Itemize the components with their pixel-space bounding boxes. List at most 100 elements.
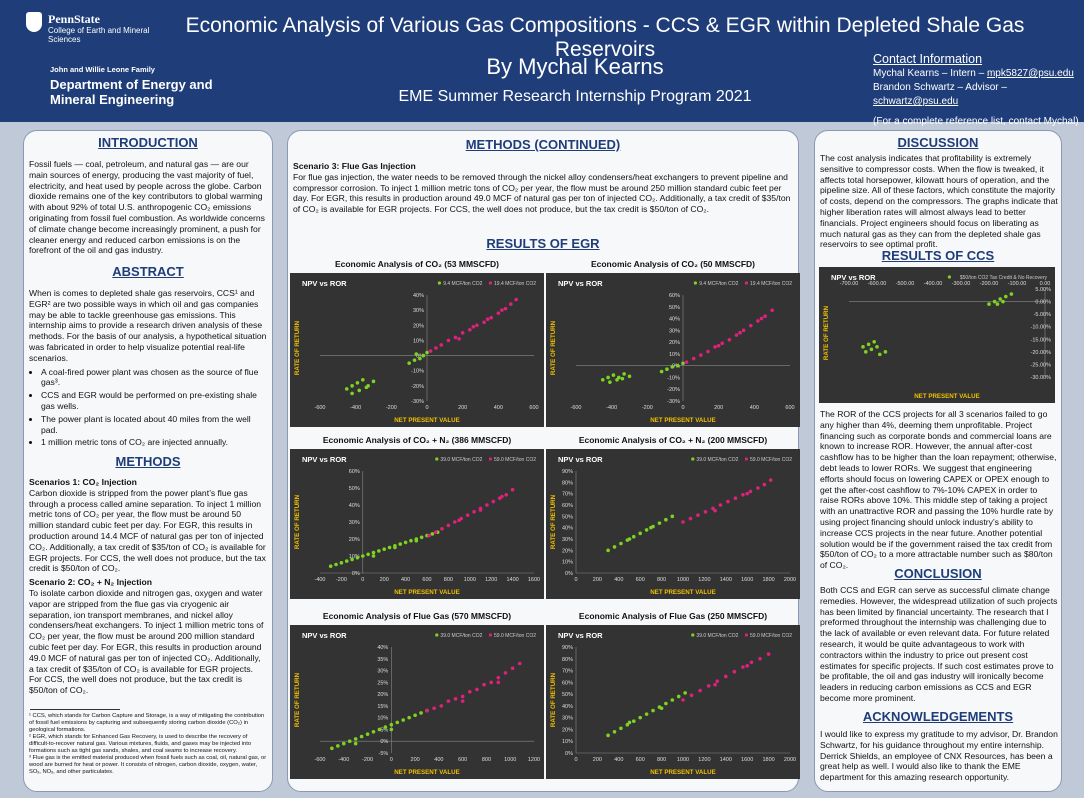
data-point [995,302,1000,306]
data-point [741,493,745,497]
y-axis-label: RATE OF RETURN [294,672,301,727]
x-tick-label: 400 [434,757,443,763]
data-point [715,679,720,683]
y-tick-label: 10% [349,554,360,560]
data-point [861,345,865,349]
egr-chart-1: NPV vs ROR 19.4 MCF/ton CO2 9.4 MCF/ton CO… [290,273,544,427]
data-point [500,308,504,312]
data-point [706,349,710,354]
contact-heading: Contact Information [873,52,983,66]
y-tick-label: 40% [413,293,424,299]
x-tick-label: 400 [401,577,410,583]
data-point [770,308,774,313]
right-column-panel: DISCUSSION The cost analysis indicates t… [814,130,1062,792]
y-tick-label: 20% [349,537,360,543]
data-point [749,660,754,665]
y-tick-label: 60% [349,469,360,475]
data-point [412,358,417,362]
data-point [344,559,349,563]
data-point [336,744,340,748]
data-point [395,720,400,725]
x-tick-label: 2000 [784,577,796,583]
data-point [659,706,664,711]
data-point [478,508,483,512]
x-tick-label: 800 [657,757,666,763]
ccs-chart: NPV vs ROR $50/ton CO2 Tax Credit & No Re… [819,267,1055,403]
data-point [713,508,717,513]
egr-chart-6: NPV vs ROR 59.0 MCF/ton CO2 39.0 MCF/ton C… [546,625,800,779]
data-point [606,375,610,380]
x-tick-label: 200 [411,757,420,763]
y-tick-label: 10% [377,716,388,722]
data-point [720,341,725,346]
legend-marker [488,633,492,637]
y-tick-label: 0% [380,739,388,745]
y-tick-label: 0.00% [1035,300,1051,306]
data-point [651,708,655,713]
footnote-3: ³ Flue gas is the emitted material produ… [29,755,267,775]
y-tick-label: -10.00% [1031,325,1052,331]
data-point [699,353,703,357]
data-point [419,535,424,540]
acknowledgements-text: I would like to express my gratitude to … [820,729,1058,783]
data-point [611,373,616,377]
intern-email-link[interactable]: mpk5827@psu.edu [986,68,1074,79]
y-tick-label: 50% [562,692,573,698]
chart-2-title: Economic Analysis of CO₂ (50 MMSCFD) [590,259,756,269]
contact-intern: Mychal Kearns – Intern – [873,68,987,79]
legend-marker [744,633,748,637]
data-point [366,552,370,557]
y-tick-label: 50% [349,486,360,492]
chart-6-title: Economic Analysis of Flue Gas (250 MMSCF… [578,611,768,621]
y-tick-label: 40% [669,317,680,323]
scenario1-title: Scenarios 1: CO₂ Injection [29,477,137,487]
x-tick-label: 600 [785,405,794,411]
x-tick-label: 0 [681,405,684,411]
x-axis-label: NET PRESENT VALUE [394,417,460,424]
data-point [664,701,668,706]
advisor-email-link[interactable]: schwartz@psu.edu [873,96,959,107]
x-tick-label: 1000 [504,757,516,763]
y-tick-label: -30% [667,399,680,405]
data-point [500,494,504,499]
data-point [615,378,619,382]
y-tick-label: 30% [562,716,573,722]
data-point [427,533,431,538]
x-tick-label: -600 [314,757,325,763]
y-tick-label: 50% [669,305,680,311]
x-tick-label: 800 [657,577,666,583]
y-tick-label: 70% [562,492,573,498]
legend-label: 59.0 MCF/ton CO2 [494,633,536,639]
middle-column-panel: METHODS (CONTINUED) Scenario 3: Flue Gas… [287,130,800,792]
chart-svg: NPV vs ROR 59.0 MCF/ton CO2 39.0 MCF/ton C… [294,631,540,776]
chart-svg: NPV vs ROR 59.0 MCF/ton CO2 39.0 MCF/ton C… [550,455,796,596]
data-point [724,674,728,679]
data-point [382,547,386,551]
data-point [631,534,636,539]
data-point [718,503,723,507]
chart-inner-title: NPV vs ROR [558,455,603,464]
x-tick-label: 1800 [762,577,774,583]
data-point [866,342,871,347]
list-item: CCS and EGR would be performed on pre-ex… [41,390,267,412]
y-tick-label: 20% [562,548,573,554]
data-point [510,666,515,670]
x-axis-label: NET PRESENT VALUE [394,589,460,596]
data-point [738,330,742,335]
data-point [355,555,360,560]
data-point [726,499,730,504]
x-tick-label: -200 [336,577,347,583]
chart-inner-title: NPV vs ROR [302,631,347,640]
y-tick-label: -10% [411,369,424,375]
y-tick-label: 60% [669,293,680,299]
x-tick-label: 2000 [784,757,796,763]
data-point [387,545,392,550]
data-point [389,722,394,727]
data-point [612,730,617,734]
legend-label: 19.4 MCF/ton CO2 [494,281,536,287]
y-tick-label: -20% [667,387,680,393]
y-tick-label: -15.00% [1031,337,1052,343]
conclusion-heading: CONCLUSION [894,566,982,581]
data-point [703,510,708,514]
data-point [341,741,346,746]
